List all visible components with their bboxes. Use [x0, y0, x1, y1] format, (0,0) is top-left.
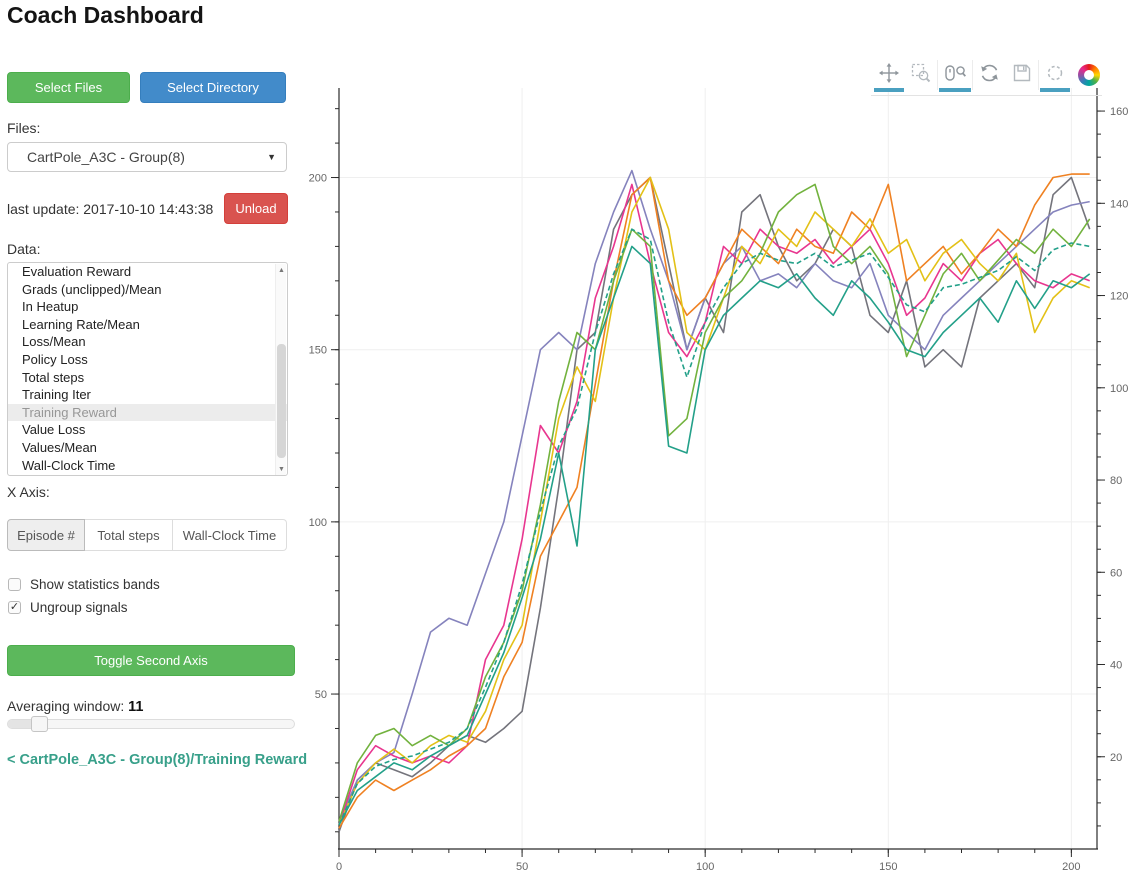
files-dropdown-value: CartPole_A3C - Group(8)	[27, 149, 185, 165]
data-list-item[interactable]: Training Reward	[8, 403, 287, 422]
series-orange	[338, 173, 1090, 829]
data-list-item[interactable]: Loss/Mean	[22, 334, 86, 350]
dropdown-caret-icon: ▼	[267, 152, 276, 162]
series-green	[338, 183, 1091, 822]
data-list-item[interactable]: Wall-Clock Time	[22, 457, 116, 473]
data-list-item[interactable]: Evaluation Reward	[22, 264, 132, 279]
x-axis-tab[interactable]: Total steps	[85, 519, 173, 551]
scrollbar-thumb[interactable]	[277, 344, 286, 458]
save-tool-icon[interactable]	[1006, 60, 1038, 90]
breadcrumb-signal-link[interactable]: < CartPole_A3C - Group(8)/Training Rewar…	[7, 752, 308, 768]
select-files-button[interactable]: Select Files	[7, 72, 130, 103]
series-gold	[338, 176, 1090, 826]
x-axis-tab[interactable]: Wall-Clock Time	[173, 519, 287, 551]
scroll-up-icon[interactable]: ▲	[278, 267, 285, 274]
x-axis-tab[interactable]: Episode #	[7, 519, 85, 551]
series-teal-dashed	[338, 228, 1090, 826]
svg-text:20: 20	[1110, 752, 1122, 764]
chart-panel: 0 50 100 150 200 50 100 150 200 20 40 60 80 100 120 140…	[295, 58, 1142, 881]
checkbox[interactable]	[8, 578, 21, 591]
svg-text:80: 80	[1110, 475, 1122, 487]
svg-text:0: 0	[336, 861, 342, 873]
unload-button[interactable]: Unload	[224, 193, 288, 224]
averaging-window-label: Averaging window: 11	[7, 698, 144, 715]
checkbox-label: Ungroup signals	[30, 600, 128, 615]
slider-fill	[8, 720, 40, 728]
select-directory-button[interactable]: Select Directory	[140, 72, 286, 103]
x-axis-tab-group: Episode # Total steps Wall-Clock Time	[7, 519, 287, 551]
svg-text:150: 150	[309, 345, 327, 357]
data-list-item[interactable]: Values/Mean	[22, 439, 97, 455]
svg-text:120: 120	[1110, 291, 1128, 303]
svg-text:100: 100	[1110, 383, 1128, 395]
svg-text:60: 60	[1110, 567, 1122, 579]
bokeh-toolbar	[871, 58, 1102, 96]
training-reward-plot[interactable]: 0 50 100 150 200 50 100 150 200 20 40 60 80 100 120 140…	[295, 58, 1142, 881]
svg-text:100: 100	[309, 517, 327, 529]
averaging-window-value: 11	[128, 699, 144, 715]
checkbox-row[interactable]: ✓ Ungroup signals	[8, 600, 128, 615]
svg-text:50: 50	[516, 861, 528, 873]
slider-thumb[interactable]	[31, 716, 49, 732]
series-purple	[338, 169, 1090, 822]
listbox-scrollbar[interactable]: ▲ ▼	[275, 264, 286, 475]
checkbox-label: Show statistics bands	[30, 577, 160, 592]
svg-text:150: 150	[879, 861, 897, 873]
svg-text:200: 200	[1062, 861, 1080, 873]
svg-text:200: 200	[309, 173, 327, 185]
data-list-item[interactable]: Learning Rate/Mean	[22, 316, 140, 332]
files-dropdown[interactable]: CartPole_A3C - Group(8) ▼	[7, 142, 287, 172]
data-list-item[interactable]: Value Loss	[22, 422, 86, 438]
data-list-item[interactable]: Training Iter	[22, 387, 91, 403]
bokeh-logo-icon[interactable]	[1078, 64, 1100, 86]
data-list-item[interactable]: Policy Loss	[22, 351, 88, 367]
averaging-window-slider[interactable]	[7, 716, 295, 732]
svg-text:40: 40	[1110, 660, 1122, 672]
data-list-item[interactable]: Total steps	[22, 369, 85, 385]
series-teal	[338, 245, 1091, 826]
svg-text:100: 100	[696, 861, 714, 873]
hover-tool-icon[interactable]	[1038, 60, 1071, 92]
data-list-item[interactable]: In Heatup	[22, 299, 79, 315]
pan-tool-icon[interactable]	[873, 60, 905, 92]
page-title: Coach Dashboard	[7, 2, 204, 28]
x-axis-label: X Axis:	[7, 484, 50, 500]
scroll-down-icon[interactable]: ▼	[278, 466, 285, 473]
reset-tool-icon[interactable]	[972, 60, 1006, 90]
svg-text:50: 50	[315, 689, 327, 701]
data-label: Data:	[7, 241, 41, 257]
last-update-text: last update: 2017-10-10 14:43:38	[7, 201, 214, 217]
svg-text:140: 140	[1110, 198, 1128, 210]
wheel-zoom-tool-icon[interactable]	[937, 60, 972, 92]
data-list-item[interactable]: Grads (unclipped)/Mean	[22, 281, 162, 297]
checkbox-row[interactable]: Show statistics bands	[8, 577, 160, 592]
checkbox[interactable]: ✓	[8, 601, 21, 614]
svg-text:160: 160	[1110, 106, 1128, 118]
files-label: Files:	[7, 120, 41, 136]
toggle-second-axis-button[interactable]: Toggle Second Axis	[7, 645, 295, 676]
data-listbox[interactable]: Evaluation Reward Grads (unclipped)/Mean I…	[7, 262, 288, 476]
series-magenta	[338, 183, 1090, 826]
box-zoom-tool-icon[interactable]	[905, 60, 937, 90]
